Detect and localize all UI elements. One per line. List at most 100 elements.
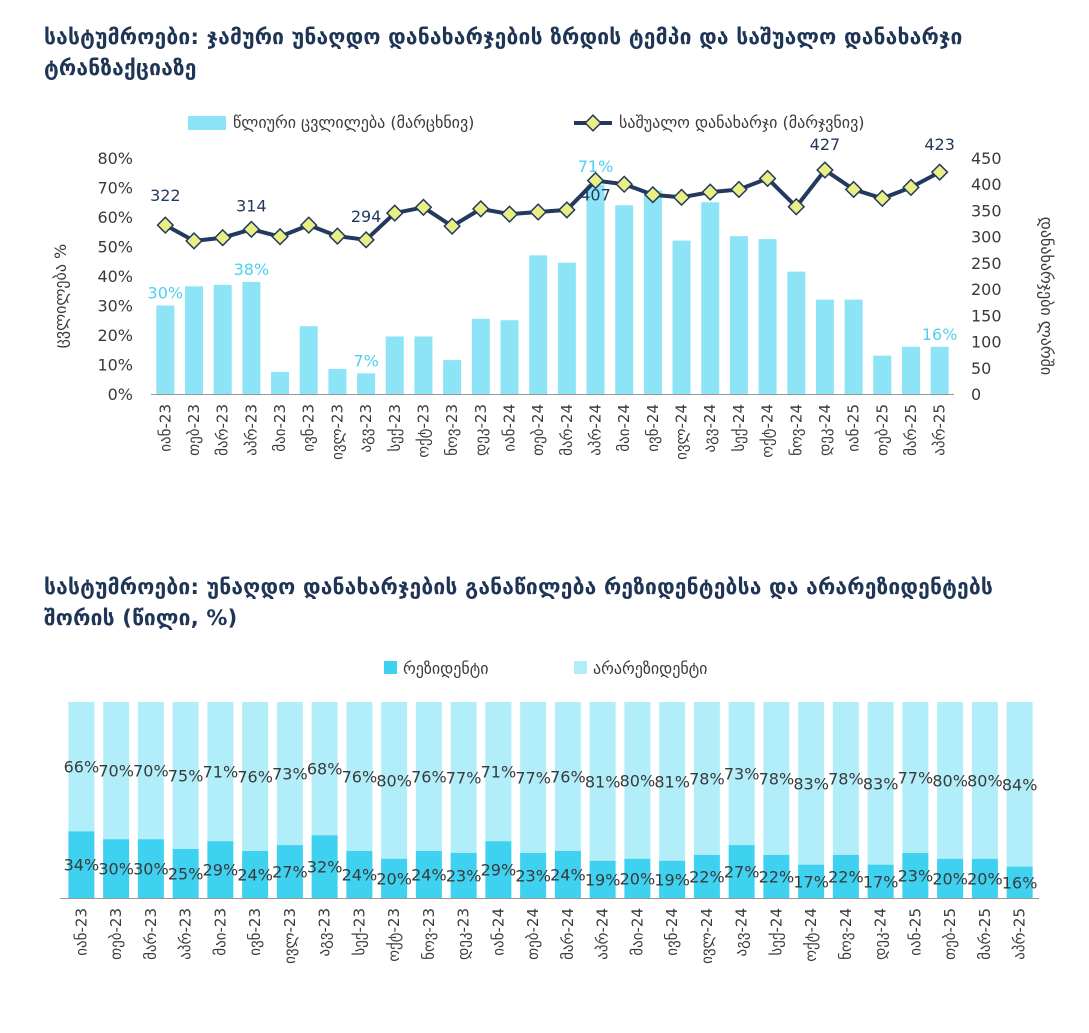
right-axis-tick: 300 (971, 228, 1002, 247)
left-axis-tick: 20% (97, 326, 133, 345)
average-spend-marker (156, 216, 175, 234)
growth-bar (471, 318, 490, 394)
average-spend-marker (471, 200, 490, 218)
legend-nonresident-swatch (574, 661, 587, 674)
average-spend-marker (816, 161, 834, 179)
average-spend-marker (644, 185, 662, 204)
resident-bar (242, 850, 269, 898)
average-spend-marker (787, 197, 806, 216)
nonresident-bar (728, 702, 755, 846)
resident-data-label: 23% (515, 866, 551, 885)
nonresident-bar (832, 702, 859, 855)
x-axis-tick: ნოვ-23 (443, 404, 461, 456)
x-axis-tick: მარ-23 (142, 908, 160, 960)
nonresident-data-label: 80% (376, 771, 412, 790)
x-axis-tick: სექ-23 (386, 404, 404, 452)
x-axis-tick: მარ-24 (558, 404, 576, 456)
x-axis-tick: დეკ-23 (455, 908, 473, 960)
average-spend-marker (213, 228, 232, 247)
resident-data-label: 30% (98, 860, 134, 879)
bar-data-label: 71% (578, 157, 614, 176)
x-axis-tick: მარ-23 (214, 404, 232, 456)
growth-bar (500, 320, 519, 394)
x-axis-tick: მარ-25 (902, 404, 920, 456)
bar-data-label: 7% (353, 351, 378, 370)
x-axis-tick: იან-25 (845, 404, 863, 452)
nonresident-data-label: 66% (64, 758, 100, 777)
nonresident-bar (415, 702, 442, 851)
nonresident-bar (137, 702, 164, 840)
x-axis-tick: ივლ-23 (328, 404, 346, 460)
average-spend-marker (930, 163, 949, 181)
nonresident-data-label: 77% (446, 768, 482, 787)
nonresident-data-label: 71% (203, 763, 239, 782)
average-spend-marker (385, 204, 404, 222)
nonresident-bar (1006, 702, 1033, 867)
right-axis-tick: 150 (971, 306, 1002, 325)
resident-data-label: 27% (724, 863, 760, 882)
growth-bar (815, 299, 834, 394)
resident-data-label: 32% (307, 858, 343, 877)
growth-bar (701, 202, 720, 394)
resident-data-label: 20% (620, 869, 656, 888)
resident-bar (137, 839, 164, 898)
right-axis-tick: 350 (971, 201, 1002, 220)
resident-bar (902, 852, 929, 898)
nonresident-bar (763, 702, 790, 855)
resident-data-label: 20% (967, 869, 1003, 888)
nonresident-bar (937, 702, 964, 859)
nonresident-bar (485, 702, 512, 842)
resident-data-label: 24% (550, 865, 586, 884)
average-spend-marker (672, 188, 691, 207)
growth-bar (758, 239, 777, 394)
resident-bar (207, 841, 234, 898)
nonresident-data-label: 83% (793, 774, 829, 793)
resident-bar (589, 860, 616, 898)
nonresident-bar (346, 702, 373, 851)
growth-bar (930, 346, 949, 394)
nonresident-data-label: 78% (689, 769, 725, 788)
x-axis-tick: ოქტ-23 (385, 908, 403, 962)
x-axis-tick: თებ-25 (873, 404, 891, 456)
x-axis-tick: იან-23 (72, 908, 90, 956)
nonresident-data-label: 84% (1002, 775, 1038, 794)
resident-bar (415, 850, 442, 898)
right-axis-tick: 250 (971, 254, 1002, 273)
x-axis-tick: აპრ-23 (242, 404, 260, 456)
average-spend-line (164, 168, 941, 243)
nonresident-bar (242, 702, 269, 851)
right-axis-label: დანახარჯები ლარში (1037, 217, 1056, 375)
x-axis-tick: ნოვ-23 (420, 908, 438, 960)
right-axis-tick: 200 (971, 280, 1002, 299)
average-spend-marker (443, 217, 461, 236)
chart-1-title: სასტუმროები: ჯამური უნაღდო დანახარჯების … (44, 25, 963, 80)
average-spend-marker (586, 171, 605, 190)
left-axis-tick: 50% (97, 238, 133, 257)
nonresident-data-label: 76% (237, 767, 273, 786)
growth-bar (787, 271, 806, 394)
x-axis-tick: თებ-24 (524, 908, 542, 960)
x-axis-tick: ოქტ-24 (802, 908, 820, 962)
x-axis-tick: აპრ-24 (594, 908, 612, 960)
chart-2-title: სასტუმროები: უნაღდო დანახარჯების განაწილ… (44, 575, 994, 630)
x-axis-tick: ივლ-23 (281, 908, 299, 964)
resident-bar (172, 849, 199, 898)
nonresident-bar (311, 702, 338, 836)
average-spend-marker (328, 227, 347, 245)
average-spend-marker (758, 169, 777, 188)
legend-resident-label: რეზიდენტი (403, 659, 488, 678)
growth-bar (672, 240, 691, 394)
x-axis-tick: თებ-24 (529, 404, 547, 456)
x-axis-tick: თებ-23 (107, 908, 125, 960)
growth-bar (213, 284, 232, 394)
bar-data-label: 38% (234, 260, 270, 279)
growth-bar (271, 371, 290, 394)
x-axis-tick: ივნ-24 (644, 404, 662, 452)
resident-bar (346, 850, 373, 898)
x-axis-tick: ნოვ-24 (787, 404, 805, 456)
resident-bar (520, 852, 547, 898)
x-axis-tick: ოქტ-23 (414, 404, 432, 458)
x-axis-tick: აგვ-24 (701, 404, 719, 453)
x-axis-tick: მაი-24 (628, 908, 646, 956)
average-spend-marker (529, 203, 547, 221)
